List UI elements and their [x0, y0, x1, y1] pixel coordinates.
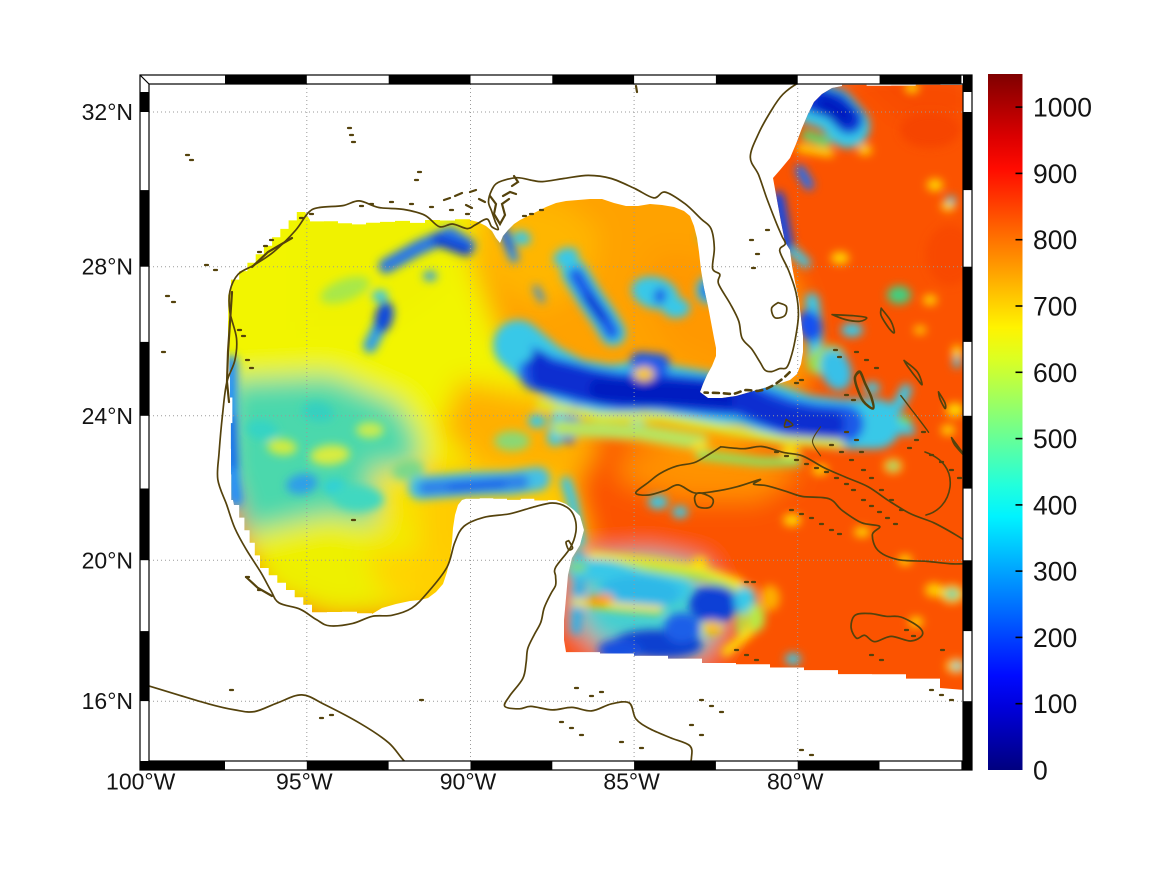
- svg-text:24°N: 24°N: [82, 403, 133, 429]
- svg-text:20°N: 20°N: [82, 547, 133, 573]
- svg-text:700: 700: [1033, 292, 1077, 322]
- svg-text:100: 100: [1033, 689, 1077, 719]
- svg-text:16°N: 16°N: [82, 688, 133, 714]
- svg-text:32°N: 32°N: [82, 99, 133, 125]
- svg-text:200: 200: [1033, 623, 1077, 653]
- svg-text:900: 900: [1033, 159, 1077, 189]
- svg-text:100°W: 100°W: [106, 769, 176, 795]
- svg-text:95°W: 95°W: [276, 769, 333, 795]
- svg-text:800: 800: [1033, 225, 1077, 255]
- svg-text:300: 300: [1033, 557, 1077, 587]
- svg-text:0: 0: [1033, 756, 1048, 786]
- svg-text:28°N: 28°N: [82, 254, 133, 280]
- svg-text:1000: 1000: [1033, 93, 1092, 123]
- svg-text:80°W: 80°W: [767, 769, 824, 795]
- svg-text:400: 400: [1033, 490, 1077, 520]
- svg-text:85°W: 85°W: [603, 769, 660, 795]
- svg-text:500: 500: [1033, 424, 1077, 454]
- svg-text:600: 600: [1033, 358, 1077, 388]
- svg-text:90°W: 90°W: [440, 769, 497, 795]
